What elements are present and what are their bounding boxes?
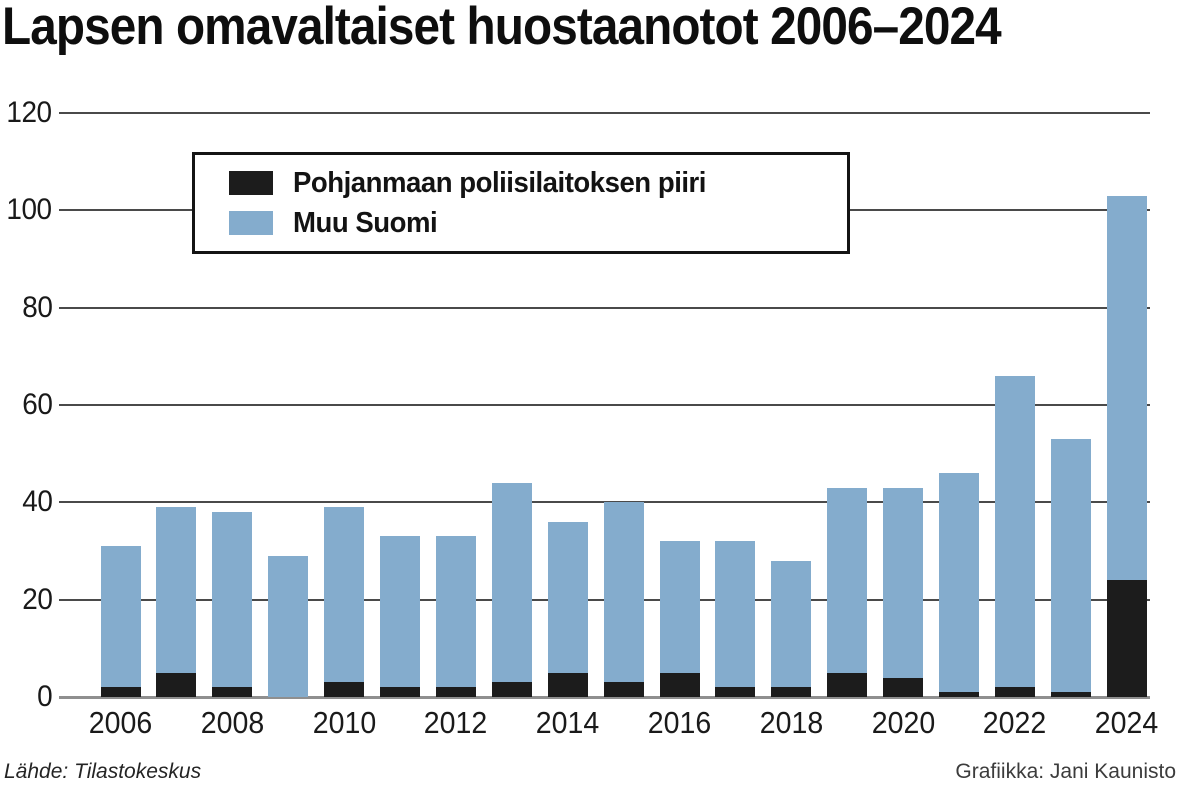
chart-title: Lapsen omavaltaiset huostaanotot 2006–20… bbox=[2, 0, 1002, 56]
bar-2021-pohjanmaa bbox=[939, 692, 979, 697]
gridline-80 bbox=[59, 306, 1150, 309]
legend-label-muu-suomi: Muu Suomi bbox=[293, 206, 438, 239]
legend-label-pohjanmaa: Pohjanmaan poliisilaitoksen piiri bbox=[293, 166, 706, 199]
bar-2006-pohjanmaa bbox=[100, 687, 141, 697]
graphics-credit: Grafiikka: Jani Kaunisto bbox=[955, 760, 1176, 783]
bar-2008-muu-suomi bbox=[212, 512, 253, 688]
bar-2017-pohjanmaa bbox=[715, 687, 756, 697]
x-tick-label-2014: 2014 bbox=[535, 705, 600, 740]
legend-item-muu-suomi: Muu Suomi bbox=[229, 207, 847, 240]
bar-2019-pohjanmaa bbox=[827, 672, 868, 697]
bar-2020-pohjanmaa bbox=[883, 677, 924, 697]
bar-2006-muu-suomi bbox=[100, 546, 141, 688]
bar-2022-muu-suomi bbox=[994, 375, 1035, 688]
legend-item-pohjanmaa: Pohjanmaan poliisilaitoksen piiri bbox=[229, 167, 847, 200]
x-tick-label-2012: 2012 bbox=[424, 705, 488, 740]
bar-2020-muu-suomi bbox=[883, 487, 924, 678]
y-tick-label-100: 100 bbox=[6, 193, 53, 227]
x-tick-label-2018: 2018 bbox=[759, 705, 824, 740]
bar-2022-pohjanmaa bbox=[994, 687, 1035, 697]
bar-2018-muu-suomi bbox=[771, 560, 812, 688]
bar-2015-pohjanmaa bbox=[603, 682, 644, 697]
bar-2018-pohjanmaa bbox=[771, 687, 812, 697]
bar-2014-pohjanmaa bbox=[547, 672, 588, 697]
bar-2024-muu-suomi bbox=[1106, 195, 1147, 581]
bar-2019-muu-suomi bbox=[827, 487, 868, 673]
bar-2023-pohjanmaa bbox=[1050, 692, 1091, 697]
bar-2014-muu-suomi bbox=[547, 521, 588, 673]
legend-box: Pohjanmaan poliisilaitoksen piiri Muu Su… bbox=[192, 152, 850, 254]
x-tick-label-2008: 2008 bbox=[200, 705, 265, 740]
x-axis-baseline bbox=[59, 696, 1150, 699]
bar-2017-muu-suomi bbox=[715, 541, 756, 688]
x-tick-label-2010: 2010 bbox=[312, 705, 376, 740]
bar-2016-muu-suomi bbox=[659, 541, 700, 673]
x-tick-label-2016: 2016 bbox=[647, 705, 712, 740]
gridline-60 bbox=[59, 404, 1150, 406]
bar-2015-muu-suomi bbox=[603, 502, 644, 683]
bar-2009-muu-suomi bbox=[268, 555, 309, 697]
y-tick-label-0: 0 bbox=[36, 680, 53, 713]
bar-2013-pohjanmaa bbox=[491, 682, 532, 697]
y-tick-label-80: 80 bbox=[21, 290, 53, 324]
x-tick-label-2024: 2024 bbox=[1094, 705, 1159, 740]
bar-2024-pohjanmaa bbox=[1106, 580, 1147, 697]
bar-2016-pohjanmaa bbox=[659, 672, 700, 697]
legend-swatch-pohjanmaa bbox=[229, 171, 273, 195]
legend-swatch-muu-suomi bbox=[229, 211, 273, 235]
x-tick-label-2020: 2020 bbox=[871, 705, 935, 740]
bar-2010-pohjanmaa bbox=[324, 682, 365, 697]
y-tick-label-120: 120 bbox=[6, 96, 53, 129]
bar-2008-pohjanmaa bbox=[212, 687, 253, 697]
x-tick-label-2006: 2006 bbox=[88, 705, 153, 740]
y-tick-label-20: 20 bbox=[21, 582, 53, 616]
bar-2012-pohjanmaa bbox=[435, 687, 476, 697]
x-tick-label-2022: 2022 bbox=[983, 705, 1047, 740]
bar-2010-muu-suomi bbox=[324, 507, 365, 683]
bar-2011-pohjanmaa bbox=[380, 687, 420, 697]
bar-2011-muu-suomi bbox=[380, 536, 420, 688]
bar-2013-muu-suomi bbox=[491, 482, 532, 683]
source-credit: Lähde: Tilastokeskus bbox=[4, 760, 202, 783]
bar-2023-muu-suomi bbox=[1050, 439, 1091, 693]
bar-2007-muu-suomi bbox=[156, 507, 197, 673]
y-tick-label-40: 40 bbox=[21, 485, 53, 519]
y-tick-label-60: 60 bbox=[21, 388, 53, 421]
bar-2012-muu-suomi bbox=[435, 536, 476, 688]
gridline-120 bbox=[59, 112, 1150, 114]
bar-2021-muu-suomi bbox=[939, 473, 979, 693]
bar-2007-pohjanmaa bbox=[156, 672, 197, 697]
